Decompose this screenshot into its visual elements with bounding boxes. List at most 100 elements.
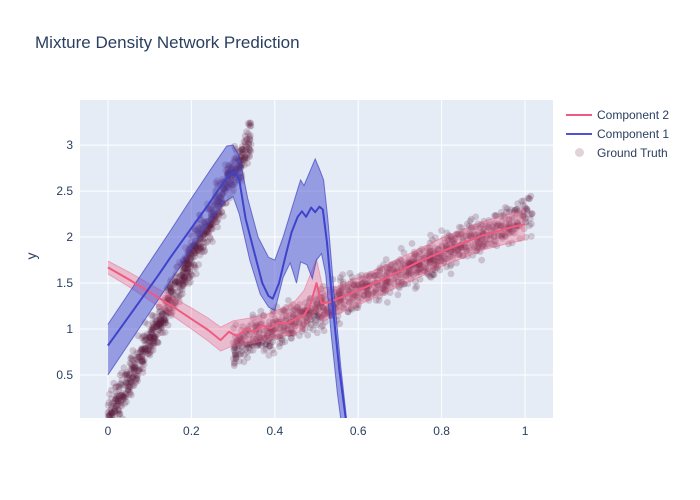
ground-truth-point (249, 314, 257, 322)
ground-truth-point (142, 334, 150, 342)
ground-truth-point (238, 343, 246, 351)
ground-truth-point (280, 323, 288, 330)
legend-item-component-2[interactable]: Component 2 (566, 105, 669, 124)
ground-truth-point (276, 340, 283, 347)
ground-truth-point (138, 346, 145, 354)
ground-truth-point (235, 341, 243, 349)
ground-truth-point (149, 323, 157, 331)
ground-truth-point (152, 333, 160, 341)
ground-truth-point (364, 274, 371, 282)
ground-truth-point (158, 311, 166, 319)
ground-truth-point (191, 261, 199, 269)
ground-truth-point (113, 420, 120, 427)
ground-truth-point (481, 238, 488, 246)
ground-truth-point (344, 283, 352, 291)
ground-truth-point (349, 293, 356, 301)
ground-truth-point (383, 268, 391, 276)
ground-truth-point (464, 252, 471, 260)
ground-truth-point (150, 342, 157, 350)
ground-truth-point (184, 266, 192, 274)
ground-truth-point (186, 257, 194, 264)
ground-truth-point (112, 383, 119, 391)
ground-truth-point (372, 285, 380, 293)
ground-truth-point (180, 265, 188, 273)
ground-truth-point (230, 344, 238, 352)
ground-truth-point (339, 280, 347, 288)
ground-truth-point (321, 310, 328, 318)
ground-truth-point (183, 267, 191, 275)
ground-truth-point (231, 344, 239, 351)
ground-truth-point (398, 278, 406, 286)
ground-truth-point (134, 372, 142, 379)
ground-truth-point (526, 195, 533, 202)
ground-truth-point (275, 325, 283, 333)
ground-truth-point (129, 364, 136, 372)
ground-truth-point (142, 344, 150, 352)
ground-truth-point (362, 272, 370, 279)
ground-truth-point (165, 295, 172, 302)
ground-truth-point (139, 357, 147, 364)
ground-truth-point (106, 407, 113, 414)
ground-truth-point (162, 311, 170, 319)
ground-truth-point (286, 312, 293, 319)
ground-truth-point (454, 247, 462, 255)
ground-truth-point (238, 146, 246, 154)
ground-truth-point (269, 319, 277, 326)
ground-truth-point (379, 289, 387, 297)
ground-truth-point (311, 302, 319, 309)
ground-truth-point (379, 284, 387, 292)
ground-truth-point (115, 410, 122, 418)
ground-truth-point (121, 400, 128, 407)
ground-truth-point (513, 206, 520, 213)
ground-truth-point (294, 306, 302, 314)
ground-truth-point (319, 282, 327, 290)
ground-truth-point (187, 255, 195, 263)
ground-truth-point (164, 309, 172, 317)
ground-truth-point (475, 240, 483, 248)
ground-truth-point (455, 245, 463, 253)
ground-truth-point (449, 254, 457, 261)
ground-truth-point (260, 311, 268, 319)
ground-truth-point (344, 286, 352, 294)
ground-truth-point (307, 316, 314, 323)
legend-item-ground-truth[interactable]: Ground Truth (566, 143, 669, 162)
ground-truth-point (169, 288, 177, 295)
ground-truth-point (415, 268, 422, 276)
ground-truth-point (122, 379, 130, 387)
y-tick-label: 2.5 (56, 184, 73, 198)
ground-truth-point (429, 236, 436, 244)
component2-band-lower-edge (107, 239, 526, 352)
ground-truth-point (124, 385, 132, 393)
ground-truth-point (180, 264, 188, 272)
ground-truth-point (349, 277, 357, 285)
ground-truth-point (407, 275, 415, 283)
ground-truth-point (289, 307, 297, 315)
ground-truth-point (167, 287, 175, 294)
ground-truth-point (104, 409, 112, 416)
ground-truth-point (249, 311, 257, 319)
ground-truth-point (238, 143, 246, 151)
ground-truth-point (458, 233, 466, 241)
legend-label: Component 1 (597, 126, 670, 141)
legend-item-component-1[interactable]: Component 1 (566, 124, 669, 143)
ground-truth-point (406, 267, 413, 275)
ground-truth-point (265, 337, 273, 344)
ground-truth-point (188, 253, 196, 260)
ground-truth-point (287, 334, 295, 342)
ground-truth-point (135, 353, 142, 361)
ground-truth-point (413, 267, 420, 274)
ground-truth-point (458, 244, 465, 252)
ground-truth-point (163, 309, 171, 317)
ground-truth-point (407, 269, 415, 277)
ground-truth-point (437, 257, 445, 265)
ground-truth-point (247, 120, 255, 127)
ground-truth-point (466, 217, 474, 225)
ground-truth-point (145, 345, 153, 353)
ground-truth-point (153, 331, 161, 338)
ground-truth-point (171, 281, 179, 288)
ground-truth-point (413, 283, 421, 290)
ground-truth-point (303, 315, 310, 323)
ground-truth-point (283, 312, 290, 320)
ground-truth-point (215, 211, 223, 219)
ground-truth-point (190, 263, 198, 271)
